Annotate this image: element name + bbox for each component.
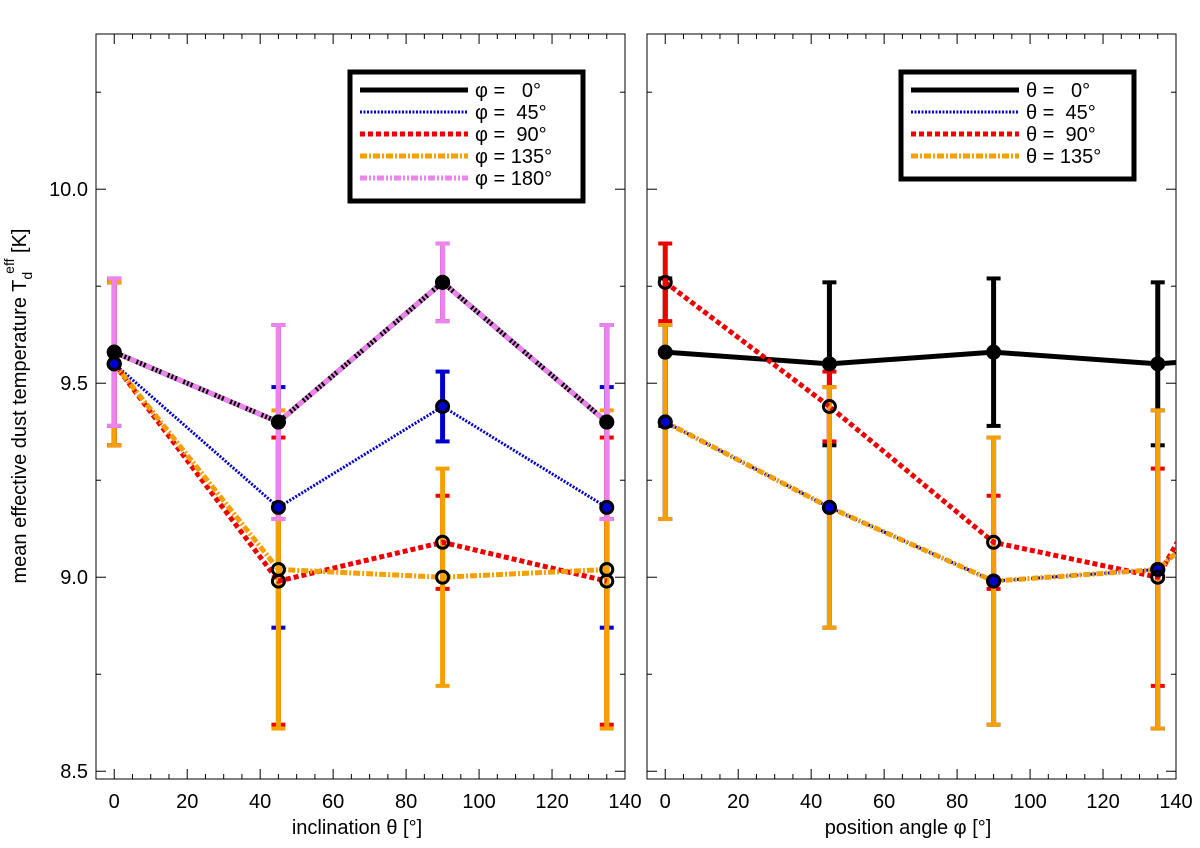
- left-legend-items: φ = 0°φ = 45°φ = 90°φ = 135°φ = 180°: [360, 80, 552, 190]
- data-point: [270, 414, 286, 430]
- legend-label: φ = 135°: [475, 146, 552, 168]
- series-line-4: [113, 279, 609, 425]
- left-panel: 0 20 40 60 80 100 120 140 8.5 9.0 9.5 10.0 inclinat…: [1, 33, 642, 839]
- data-point: [599, 561, 615, 577]
- left-x-axis-label: inclination θ [°]: [292, 817, 422, 839]
- data-point: [270, 499, 286, 515]
- right-plot-frame: [646, 33, 1177, 780]
- right-tick-labels: 0 20 40 60 80 100 120 140: [660, 791, 1193, 813]
- legend-label: φ = 90°: [475, 124, 547, 146]
- x-tick-label: 140: [608, 791, 641, 813]
- y-axis-label-subscript: d: [19, 272, 35, 280]
- y-axis-label-unit: [K]: [9, 229, 31, 259]
- legend-label: θ = 45°: [1026, 102, 1096, 124]
- legend-label: φ = 0°: [475, 80, 541, 102]
- data-point: [1150, 569, 1166, 585]
- left-tick-labels: 0 20 40 60 80 100 120 140 8.5 9.0 9.5 10.0: [49, 179, 642, 813]
- x-tick-label: 120: [535, 791, 568, 813]
- legend-label: θ = 135°: [1026, 146, 1101, 168]
- data-point: [657, 344, 673, 360]
- errorbars-1: [658, 323, 1165, 731]
- data-point: [821, 356, 837, 372]
- data-point: [657, 274, 673, 290]
- right-x-axis-label: position angle φ [°]: [825, 817, 992, 839]
- x-tick-label: 20: [176, 791, 198, 813]
- data-point: [435, 534, 451, 550]
- x-tick-label: 80: [946, 791, 968, 813]
- data-point: [821, 499, 837, 515]
- y-tick-label: 9.0: [60, 567, 88, 589]
- data-point: [986, 344, 1002, 360]
- data-point: [599, 414, 615, 430]
- data-point: [270, 561, 286, 577]
- y-tick-label: 9.5: [60, 373, 88, 395]
- x-tick-label: 120: [1086, 791, 1119, 813]
- x-tick-label: 140: [1159, 791, 1192, 813]
- legend-label: φ = 45°: [475, 102, 547, 124]
- data-point: [435, 399, 451, 414]
- left-legend: φ = 0°φ = 45°φ = 90°φ = 135°φ = 180°: [347, 69, 586, 204]
- series-line-0: [665, 349, 1176, 367]
- series-line-2: [112, 362, 608, 584]
- x-tick-label: 60: [322, 791, 344, 813]
- left-data-layer: [106, 241, 615, 731]
- x-tick-label: 40: [249, 791, 271, 813]
- left-plot-frame: [95, 33, 626, 780]
- right-axis-ticks: [647, 34, 1177, 779]
- x-tick-label: 20: [727, 791, 749, 813]
- data-point: [435, 569, 451, 585]
- y-axis-label: mean effective dust temperature Tdeff [K…: [1, 229, 35, 584]
- errorbars-2: [107, 280, 614, 727]
- data-point: [986, 534, 1002, 550]
- y-tick-label: 10.0: [49, 179, 88, 201]
- data-point: [435, 274, 451, 290]
- data-point: [986, 573, 1002, 589]
- data-point: [599, 499, 615, 515]
- x-tick-label: 100: [1013, 791, 1046, 813]
- x-tick-label: 0: [109, 791, 120, 813]
- right-legend: θ = 0°θ = 45°θ = 90°θ = 135°: [898, 69, 1137, 182]
- y-axis-label-superscript: eff: [1, 258, 17, 273]
- x-tick-label: 40: [800, 791, 822, 813]
- x-tick-label: 80: [395, 791, 417, 813]
- right-legend-items: θ = 0°θ = 45°θ = 90°θ = 135°: [911, 80, 1101, 168]
- data-point: [1150, 561, 1166, 577]
- right-panel: 0 20 40 60 80 100 120 140 position angle φ [°] …: [646, 33, 1193, 839]
- series-line-1: [113, 362, 608, 510]
- series-line-1: [664, 420, 1176, 583]
- series-line-2: [663, 280, 1176, 581]
- errorbars-2: [658, 241, 1165, 688]
- data-point: [106, 344, 122, 360]
- errorbars-3: [658, 323, 1165, 731]
- x-tick-label: 60: [873, 791, 895, 813]
- left-axis-ticks: [96, 34, 626, 779]
- x-tick-label: 0: [660, 791, 671, 813]
- y-axis-label-main: mean effective dust temperature T: [9, 280, 31, 584]
- legend-label: θ = 0°: [1026, 80, 1090, 102]
- x-tick-label: 100: [462, 791, 495, 813]
- data-point: [657, 414, 673, 430]
- series-line-3: [112, 362, 607, 580]
- legend-label: θ = 90°: [1026, 124, 1096, 146]
- y-tick-label: 8.5: [60, 761, 88, 783]
- data-point: [1150, 356, 1166, 372]
- legend-label: φ = 180°: [475, 168, 552, 190]
- data-point: [821, 399, 837, 414]
- right-data-layer: [657, 241, 1176, 731]
- series-line-3: [664, 419, 1176, 584]
